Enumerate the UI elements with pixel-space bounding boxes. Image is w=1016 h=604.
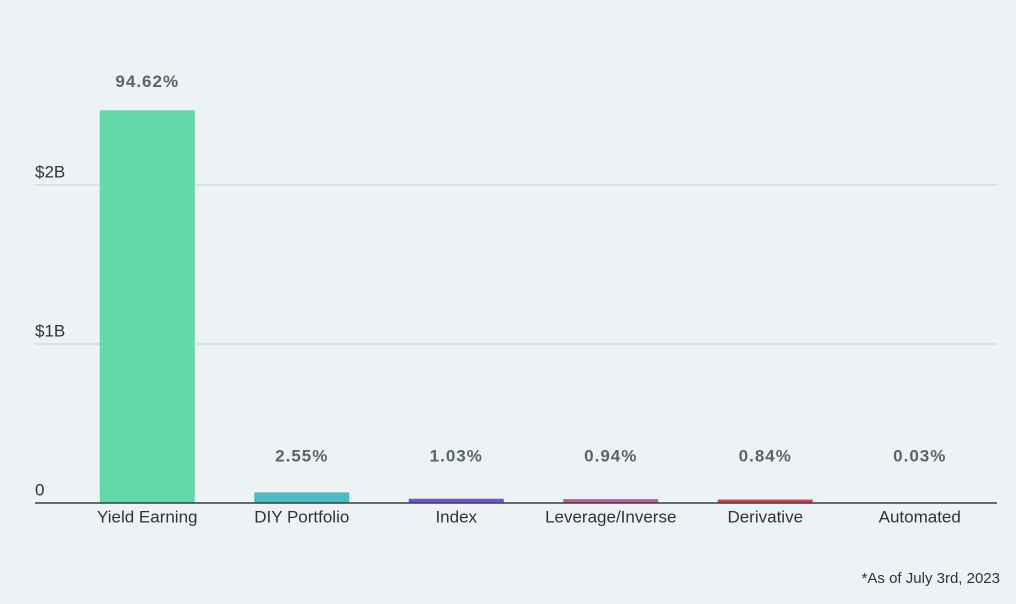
percent-label: 0.94% [584, 446, 637, 465]
percent-label: 2.55% [275, 446, 328, 465]
x-tick-label: Index [435, 507, 477, 526]
bar [99, 110, 195, 504]
x-tick-label: DIY Portfolio [254, 507, 349, 526]
percent-label: 94.62% [115, 72, 179, 91]
x-tick-label: Derivative [727, 507, 803, 526]
bar [717, 499, 813, 503]
y-tick-label: $1B [35, 321, 65, 340]
percent-label: 0.03% [893, 446, 946, 465]
footnote: *As of July 3rd, 2023 [862, 570, 1000, 587]
x-tick-label: Automated [879, 507, 961, 526]
percent-label: 1.03% [430, 446, 483, 465]
percent-label: 0.84% [739, 446, 792, 465]
y-tick-label: 0 [35, 480, 44, 499]
y-tick-label: $2B [35, 162, 65, 181]
bar [408, 498, 504, 503]
bar [254, 492, 350, 503]
bar [563, 499, 659, 503]
x-tick-label: Leverage/Inverse [545, 507, 676, 526]
x-tick-label: Yield Earning [97, 507, 198, 526]
